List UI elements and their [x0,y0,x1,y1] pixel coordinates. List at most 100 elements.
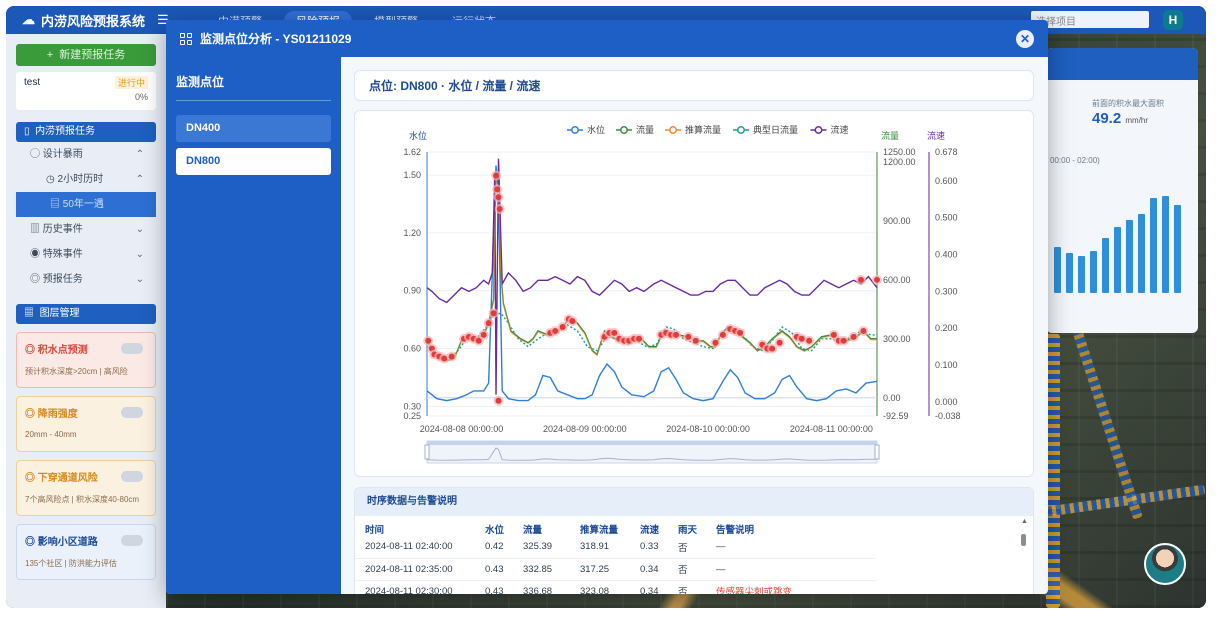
tick-label-x: 2024-08-10 00:00:00 [666,424,750,434]
point-item-dn400[interactable]: DN400 [176,115,331,142]
layer-card-title: ◎ 降雨强度 [25,409,78,420]
anomaly-point [874,276,880,283]
app-window: ☁ 内涝风险预报系统 ☰ 内涝预警风险预报模型预警运行状态 选择项目 H + 新… [6,6,1206,608]
table-cell: 325.39 [523,536,580,559]
layer-card-0[interactable]: ◎ 积水点预测 预计积水深度>20cm | 高风险 [16,332,156,388]
point-sidebar: 监测点位 DN400 DN800 [166,57,341,594]
menu-icon[interactable]: ☰ [157,12,169,27]
tree-item-icon: ◯ [30,149,43,160]
tick-label-water-level: 0.25 [403,411,421,421]
series-line-流速 [426,158,878,395]
axis-label-water-level: 水位 [409,130,427,141]
point-item-dn800[interactable]: DN800 [176,148,331,175]
app-title: ☁ 内涝风险预报系统 ☰ [22,12,169,29]
tree-item-0[interactable]: ◯ 设计暴雨 ⌃ [16,142,156,167]
chevron-icon[interactable]: ⌄ [135,224,144,235]
rain-bar [1150,198,1157,293]
chevron-icon[interactable]: ⌄ [135,274,144,285]
scroll-up-icon[interactable]: ▲ [1021,518,1028,525]
table-header-cell: 雨天 [678,525,698,536]
tick-label-x: 2024-08-09 00:00:00 [543,424,627,434]
series-line-水位 [426,165,878,402]
chevron-icon[interactable]: ⌃ [135,149,144,160]
anomaly-point [737,329,744,336]
time-range: 00:00 - 02:00) [1050,156,1100,165]
tree-item-label: 50年一遇 [62,199,104,210]
table-cell: 0.33 [640,536,678,559]
project-search-input[interactable]: 选择项目 [1031,11,1149,28]
task-card[interactable]: test 进行中 0% [16,72,156,110]
series-line-典型日流量 [426,312,877,360]
table-cell: 0.43 [485,558,523,581]
left-panel: + 新建预报任务 test 进行中 0% ▯ 内涝预报任务 ◯ 设计暴雨 ⌃ ◷ 2… [6,34,166,608]
table-header-cell: 告警说明 [716,525,755,536]
anomaly-point [776,339,783,346]
tree-item-label: 预报任务 [42,274,83,285]
layer-toggle[interactable] [121,471,143,482]
tree-item-3[interactable]: ▥ 历史事件 ⌄ [16,217,156,242]
new-task-button[interactable]: + 新建预报任务 [16,44,156,66]
axis-label-flow: 流量 [881,130,899,141]
tree-item-5[interactable]: ◎ 预报任务 ⌄ [16,267,156,292]
layer-toggle[interactable] [121,535,143,546]
tree-item-2[interactable]: ▤ 50年一遇 [16,192,156,217]
rain-bar [1078,255,1085,293]
dialog-main: 点位: DN800 · 水位 / 流量 / 流速 水位 流量 流速 0.25 0.30 0… [341,57,1048,594]
layer-toggle[interactable] [121,343,143,354]
table-cell: 0.43 [485,580,523,594]
tick-label-water-level: 1.50 [403,170,421,180]
axis-label-velocity: 流速 [927,130,945,141]
legend-label: 流速 [831,124,849,135]
legend-label: 典型日流量 [753,124,798,135]
tick-label-water-level: 1.20 [403,228,421,238]
table-row[interactable]: 2024-08-11 02:40:00 0.42 325.39 318.91 0.33 否… [355,536,876,559]
metric-label: 前面的积水最大面积 [1092,99,1164,108]
layer-card-3[interactable]: ◎ 影响小区道路 135个社区 | 防洪能力评估 [16,524,156,580]
table-cell: 332.85 [523,558,580,581]
chevron-icon[interactable]: ⌄ [135,249,144,260]
dialog-header: 监测点位分析 - YS01211029 ✕ [166,20,1048,57]
anomaly-point [685,333,692,340]
rain-bar [1114,227,1121,293]
multi-axis-line-chart[interactable]: 水位 流量 流速0.250.300.600.901.201.501.62-92.59… [355,111,1035,478]
anomaly-point [798,335,805,342]
tick-label-water-level: 0.90 [403,286,421,296]
anomaly-point [448,353,455,360]
tick-label-velocity: 0.500 [935,213,958,223]
table-scrollbar[interactable]: ▲ [1021,518,1028,592]
assistant-avatar[interactable] [1144,543,1186,585]
table-header-cell: 流量 [523,525,543,536]
legend-marker [571,126,579,134]
layer-card-2[interactable]: ◎ 下穿通道风险 7个高风险点 | 积水深度40-80cm [16,460,156,516]
task-section-header[interactable]: ▯ 内涝预报任务 [16,122,156,142]
tick-label-velocity: 0.600 [935,176,958,186]
layer-toggle[interactable] [121,407,143,418]
layer-card-1[interactable]: ◎ 降雨强度 20mm - 40mm [16,396,156,452]
table-cell: 0.34 [640,580,678,594]
table-cell: 否 [678,580,716,594]
table-row[interactable]: 2024-08-11 02:30:00 0.43 336.68 323.08 0.34 否… [355,580,876,594]
anomaly-point [611,329,618,336]
table-cell: 2024-08-11 02:30:00 [355,580,485,594]
tree-item-4[interactable]: ◉ 特殊事件 ⌄ [16,242,156,267]
tick-label-x: 2024-08-08 00:00:00 [420,424,504,434]
anomaly-point [692,337,699,344]
tick-label-flow: 900.00 [883,216,911,226]
anomaly-point [495,397,502,404]
layer-card-subtitle: 20mm - 40mm [25,430,77,439]
tree-item-icon: ◷ [46,174,58,185]
brand-logo: H [1163,10,1183,30]
tree-item-icon: ◎ [30,274,43,285]
anomaly-point [480,331,487,338]
tree-item-1[interactable]: ◷ 2小时历时 ⌃ [16,167,156,192]
tick-label-velocity: 0.100 [935,360,958,370]
scroll-thumb[interactable] [1021,534,1026,546]
legend-marker [620,126,628,134]
close-button[interactable]: ✕ [1016,30,1034,48]
table-row[interactable]: 2024-08-11 02:35:00 0.43 332.85 317.25 0.34 否… [355,558,876,581]
chevron-icon[interactable]: ⌃ [135,174,144,185]
layer-section-header[interactable]: ▦ 图层管理 [16,304,156,324]
rain-bar [1066,253,1073,293]
task-tree: ◯ 设计暴雨 ⌃ ◷ 2小时历时 ⌃ ▤ 50年一遇 ▥ 历史事件 ⌄ ◉ 特殊事件 ⌄ ◎ 预报… [6,142,166,292]
rain-bar [1102,238,1109,293]
